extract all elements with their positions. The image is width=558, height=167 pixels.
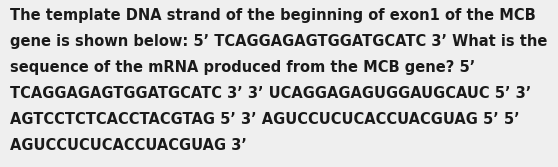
Text: gene is shown below: 5’ TCAGGAGAGTGGATGCATC 3’ What is the: gene is shown below: 5’ TCAGGAGAGTGGATGC… (10, 34, 547, 49)
Text: The template DNA strand of the beginning of exon1 of the MCB: The template DNA strand of the beginning… (10, 8, 536, 23)
Text: AGTCCTCTCACCTACGTAG 5’ 3’ AGUCCUCUCACCUACGUAG 5’ 5’: AGTCCTCTCACCTACGTAG 5’ 3’ AGUCCUCUCACCUA… (10, 112, 519, 127)
Text: TCAGGAGAGTGGATGCATC 3’ 3’ UCAGGAGAGUGGAUGCAUC 5’ 3’: TCAGGAGAGTGGATGCATC 3’ 3’ UCAGGAGAGUGGAU… (10, 86, 531, 101)
Text: sequence of the mRNA produced from the MCB gene? 5’: sequence of the mRNA produced from the M… (10, 60, 475, 75)
Text: AGUCCUCUCACCUACGUAG 3’: AGUCCUCUCACCUACGUAG 3’ (10, 138, 247, 153)
